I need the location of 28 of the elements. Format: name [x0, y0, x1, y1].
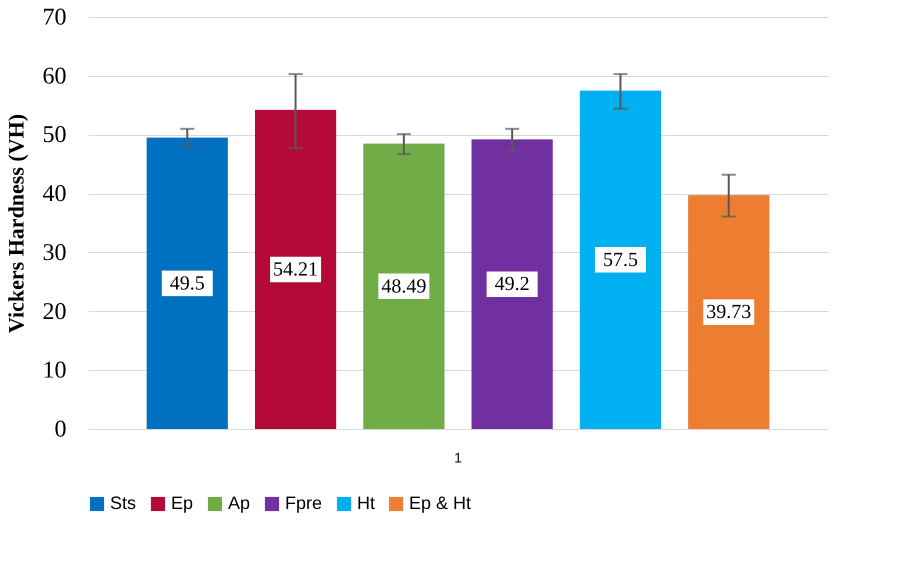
legend-label: Ep: [171, 493, 194, 513]
bar: [146, 138, 228, 429]
legend-label: Sts: [110, 493, 136, 513]
bar: [254, 110, 336, 429]
legend-label: Fpre: [285, 493, 322, 513]
bar: [580, 90, 662, 429]
legend-label: Ht: [357, 493, 375, 513]
y-tick-label: 20: [42, 298, 66, 325]
y-tick-label: 30: [42, 240, 66, 266]
data-label: 39.73: [706, 301, 752, 324]
y-tick-label: 0: [54, 416, 66, 442]
data-label: 49.5: [170, 272, 205, 294]
y-tick-label: 70: [42, 4, 66, 30]
y-tick-label: 40: [42, 181, 66, 208]
data-label: 57.5: [602, 248, 638, 271]
x-tick-label: 1: [454, 450, 462, 466]
data-label: 48.49: [381, 275, 426, 298]
legend-label: Ep & Ht: [409, 493, 472, 513]
y-tick-label: 50: [42, 122, 66, 148]
bar: [363, 144, 444, 429]
data-label: 54.21: [273, 258, 318, 280]
bar: [472, 139, 553, 429]
y-axis-title: Vickers Hardness (VH): [4, 114, 28, 334]
y-tick-label: 60: [42, 63, 66, 90]
legend-label: Ap: [228, 493, 250, 513]
y-tick-label: 10: [42, 358, 66, 384]
data-label: 49.2: [494, 273, 530, 296]
bar: [688, 195, 770, 429]
